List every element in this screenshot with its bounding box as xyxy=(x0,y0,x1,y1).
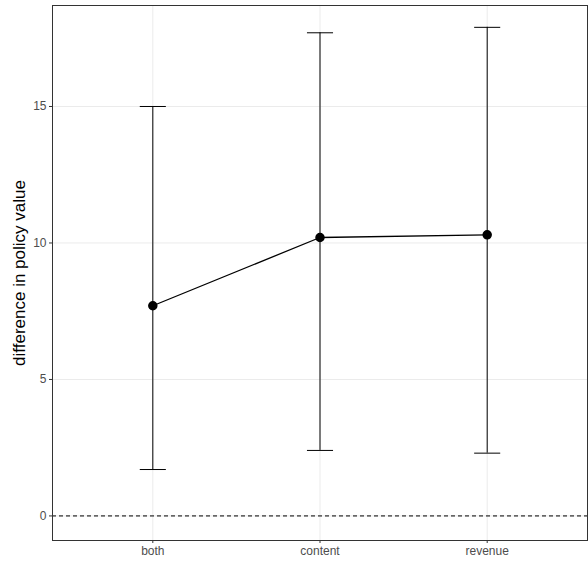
svg-text:revenue: revenue xyxy=(466,544,510,558)
svg-text:5: 5 xyxy=(40,372,47,386)
svg-text:10: 10 xyxy=(33,236,47,250)
svg-text:content: content xyxy=(300,544,340,558)
svg-text:difference in policy value: difference in policy value xyxy=(10,180,29,366)
svg-text:15: 15 xyxy=(33,99,47,113)
svg-text:both: both xyxy=(141,544,164,558)
svg-text:0: 0 xyxy=(40,509,47,523)
